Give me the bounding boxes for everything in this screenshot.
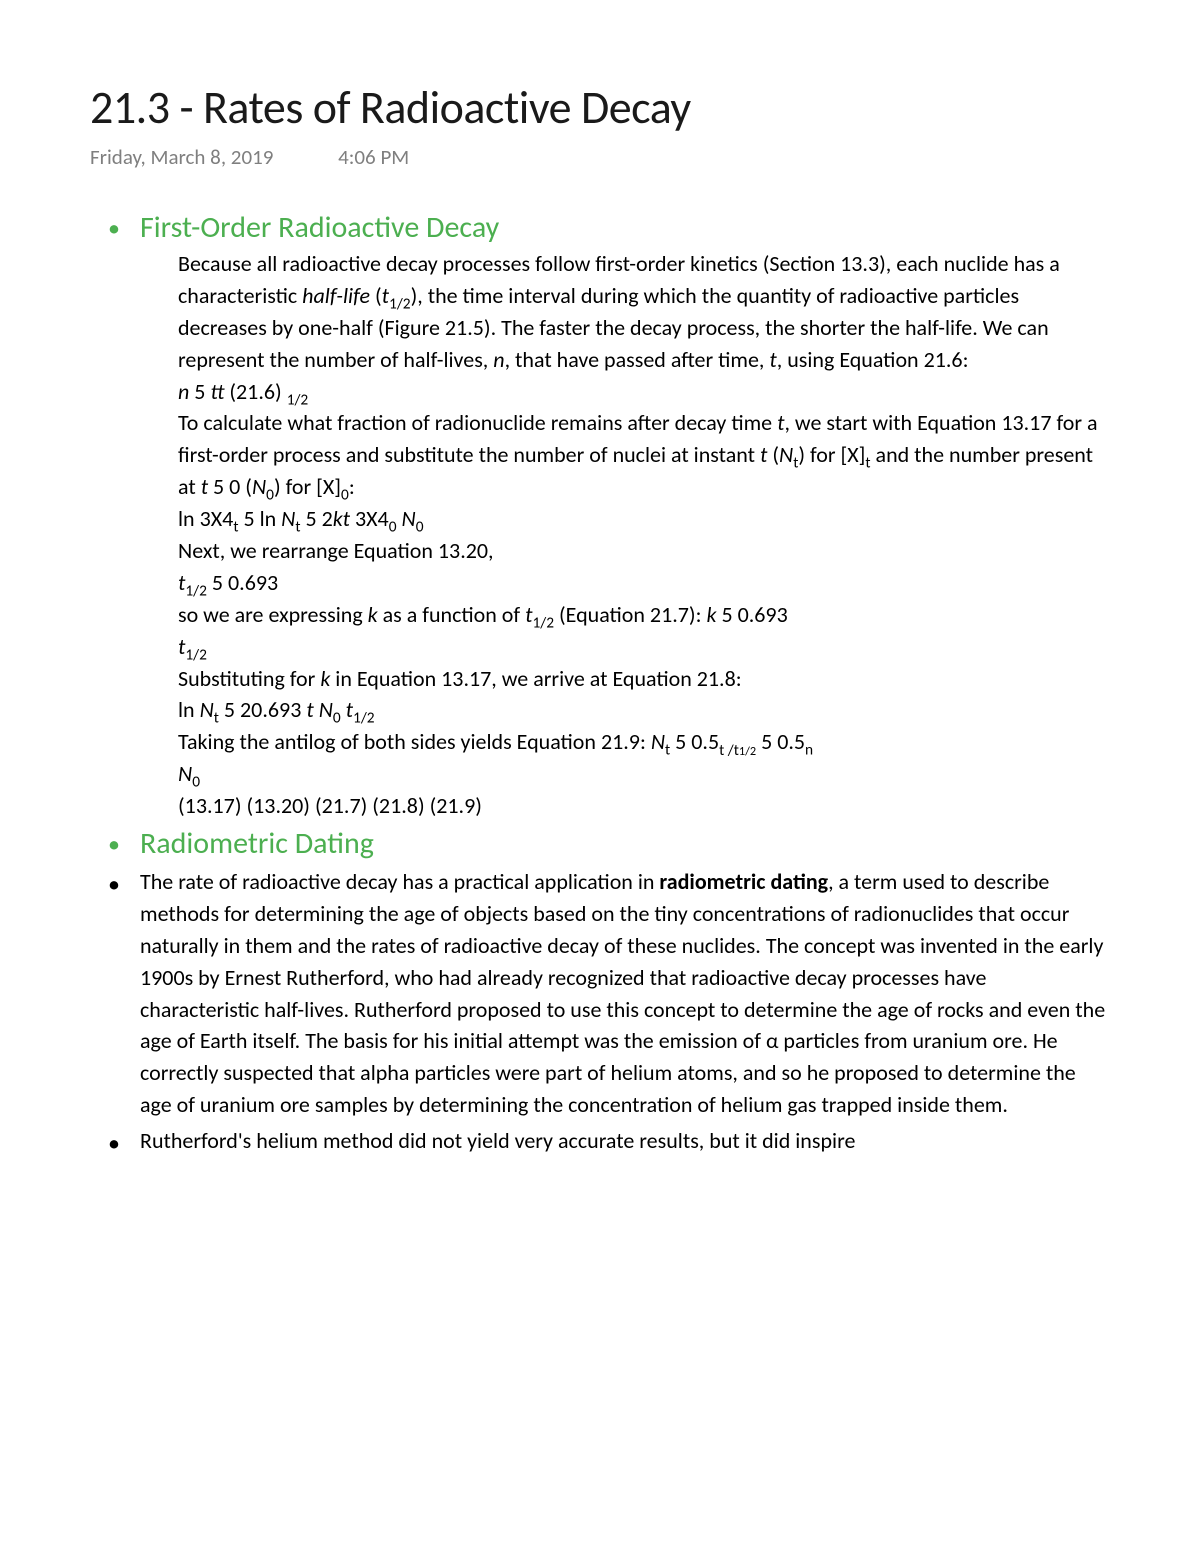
body-line: t1/2 <box>178 631 1110 663</box>
body-bullet: Rutherford's helium method did not yield… <box>140 1125 1110 1157</box>
body-line: Because all radioactive decay processes … <box>178 248 1110 376</box>
body-line: To calculate what fraction of radionucli… <box>178 407 1110 503</box>
body-line: (13.17) (13.20) (21.7) (21.8) (21.9) <box>178 790 1110 822</box>
body-line: Taking the antilog of both sides yields … <box>178 726 1110 758</box>
page-date: Friday, March 8, 2019 <box>90 144 273 170</box>
body-line: so we are expressing k as a function of … <box>178 599 1110 631</box>
body-bullet-text: Rutherford's helium method did not yield… <box>140 1125 1110 1157</box>
body-line: n 5 tt (21.6) 1/2 <box>178 376 1110 408</box>
content-list: First-Order Radioactive DecayBecause all… <box>90 210 1110 1157</box>
section-first-order: First-Order Radioactive DecayBecause all… <box>140 210 1110 822</box>
body-bullet: The rate of radioactive decay has a prac… <box>140 866 1110 1121</box>
body-bullet-text: The rate of radioactive decay has a prac… <box>140 866 1110 1121</box>
page-title: 21.3 - Rates of Radioactive Decay <box>90 80 1110 136</box>
body-line: ln 3X4t 5 ln Nt 5 2kt 3X40 N0 <box>178 503 1110 535</box>
section-heading: Radiometric Dating <box>140 826 1110 862</box>
page-time: 4:06 PM <box>338 144 409 170</box>
body-line: ln Nt 5 20.693 t N0 t1/2 <box>178 694 1110 726</box>
body-line: Substituting for k in Equation 13.17, we… <box>178 663 1110 695</box>
body-line: N0 <box>178 758 1110 790</box>
page-meta: Friday, March 8, 2019 4:06 PM <box>90 144 1110 170</box>
section-body: Because all radioactive decay processes … <box>140 248 1110 822</box>
section-heading: First-Order Radioactive Decay <box>140 210 1110 246</box>
body-line: Next, we rearrange Equation 13.20, <box>178 535 1110 567</box>
section-radiometric: Radiometric Dating <box>140 826 1110 862</box>
body-line: t1/2 5 0.693 <box>178 567 1110 599</box>
